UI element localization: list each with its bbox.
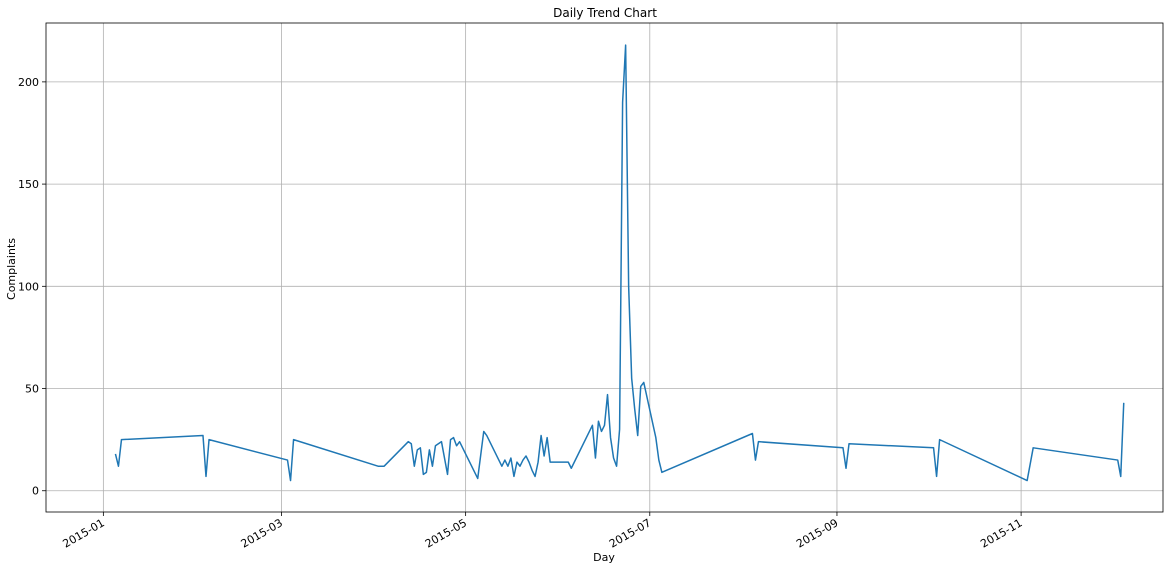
plot-frame	[45, 22, 1164, 513]
y-tick-label: 100	[18, 280, 39, 293]
x-tick-label: 2015-11	[978, 516, 1024, 550]
tick-layer: 0 50 100 150 200 2015-01 2015-03 2015-05 2015-07…	[18, 76, 1025, 551]
x-tick-label: 2015-05	[423, 516, 469, 550]
y-tick-label: 150	[18, 178, 39, 191]
grid-lines	[46, 23, 1163, 512]
y-axis-label: Complaints	[5, 238, 18, 300]
x-tick-label: 2015-09	[794, 516, 840, 550]
y-tick-label: 200	[18, 76, 39, 89]
x-tick-label: 2015-01	[61, 516, 107, 550]
y-tick-label: 50	[25, 383, 39, 396]
y-tick-label: 0	[32, 485, 39, 498]
x-tick-label: 2015-07	[607, 516, 653, 550]
x-axis-label: Day	[593, 551, 615, 564]
x-tick-label: 2015-03	[239, 516, 285, 550]
chart-title: Daily Trend Chart	[553, 6, 657, 20]
series-layer	[114, 44, 1125, 482]
series-line	[114, 44, 1125, 482]
